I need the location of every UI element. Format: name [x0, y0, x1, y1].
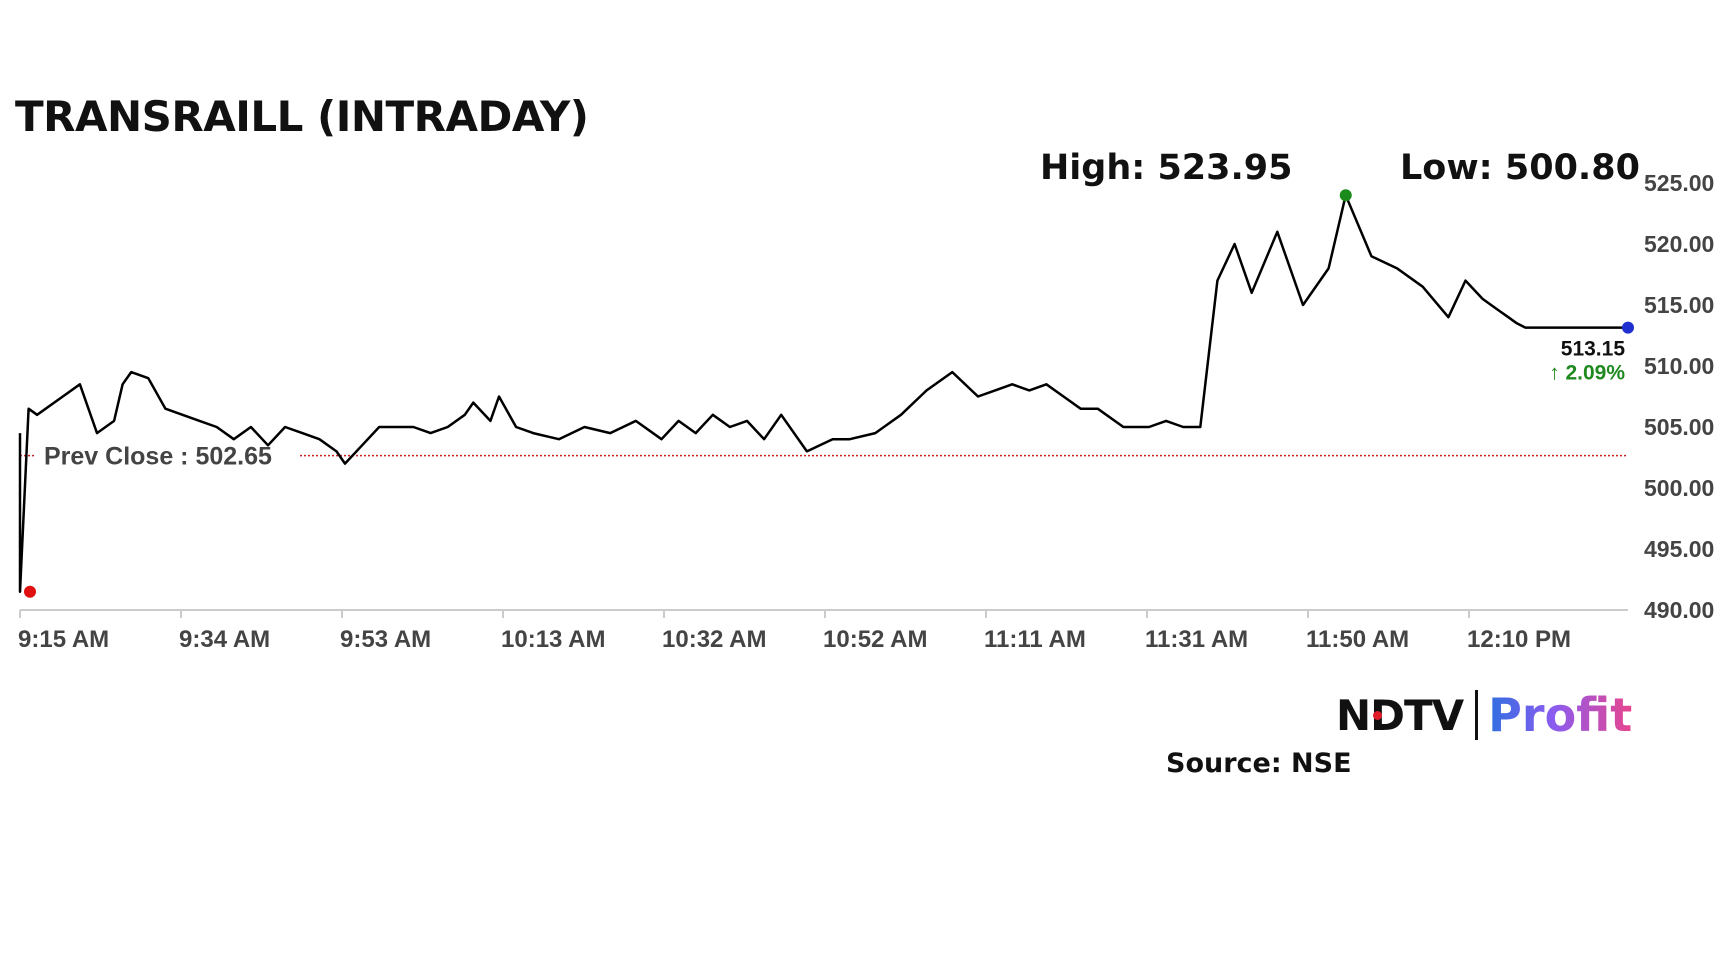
- x-tick-label: 12:10 PM: [1467, 626, 1571, 653]
- y-tick-label: 500.00: [1644, 475, 1714, 501]
- chart-title: TRANSRAILL (INTRADAY): [15, 92, 589, 141]
- x-tick-label: 10:13 AM: [501, 626, 605, 653]
- x-tick-label: 11:50 AM: [1306, 626, 1409, 653]
- day-low-label: Low: 500.80: [1400, 148, 1640, 188]
- logo-red-dot: [1373, 711, 1382, 720]
- price-change-label: ↑ 2.09%: [1549, 362, 1625, 385]
- y-tick-label: 490.00: [1644, 597, 1714, 623]
- x-tick-label: 10:32 AM: [662, 626, 766, 653]
- logo-separator: [1475, 690, 1479, 740]
- x-axis: 9:15 AM 9:34 AM 9:53 AM 10:13 AM 10:32 AM 10:…: [18, 609, 1628, 653]
- intraday-line-chart: 525.00 520.00 515.00 510.00 505.00 500.00 495.…: [18, 170, 1714, 653]
- x-tick-label: 9:15 AM: [18, 626, 109, 653]
- day-high-label: High: 523.95: [1040, 148, 1293, 188]
- y-tick-label: 515.00: [1644, 292, 1714, 318]
- y-tick-label: 495.00: [1644, 536, 1714, 562]
- y-axis: 525.00 520.00 515.00 510.00 505.00 500.00 495.…: [1644, 170, 1714, 623]
- low-marker: [24, 585, 36, 598]
- x-tick-label: 9:53 AM: [340, 626, 431, 653]
- logo-profit-wordmark: Profit: [1488, 688, 1633, 742]
- x-tick-label: 11:31 AM: [1145, 626, 1248, 653]
- prev-close-label-bg: [36, 439, 298, 472]
- y-tick-label: 510.00: [1644, 353, 1714, 379]
- source-label: Source: NSE: [1166, 748, 1352, 779]
- x-tick-label: 9:34 AM: [179, 626, 270, 653]
- high-marker: [1339, 189, 1352, 202]
- y-tick-label: 505.00: [1644, 414, 1714, 440]
- x-tick-label: 10:52 AM: [823, 626, 927, 653]
- logo-ndtv-wordmark: NDTV: [1336, 690, 1464, 740]
- ndtv-profit-logo: NDTV Profit: [1336, 688, 1632, 742]
- y-tick-label: 520.00: [1644, 231, 1714, 257]
- y-tick-label: 525.00: [1644, 170, 1714, 196]
- prev-close-label: Prev Close : 502.65: [44, 443, 272, 471]
- last-price-marker: [1622, 321, 1634, 334]
- price-series-line: [18, 193, 1628, 593]
- x-tick-label: 11:11 AM: [984, 626, 1086, 653]
- last-price-label: 513.15: [1561, 338, 1626, 361]
